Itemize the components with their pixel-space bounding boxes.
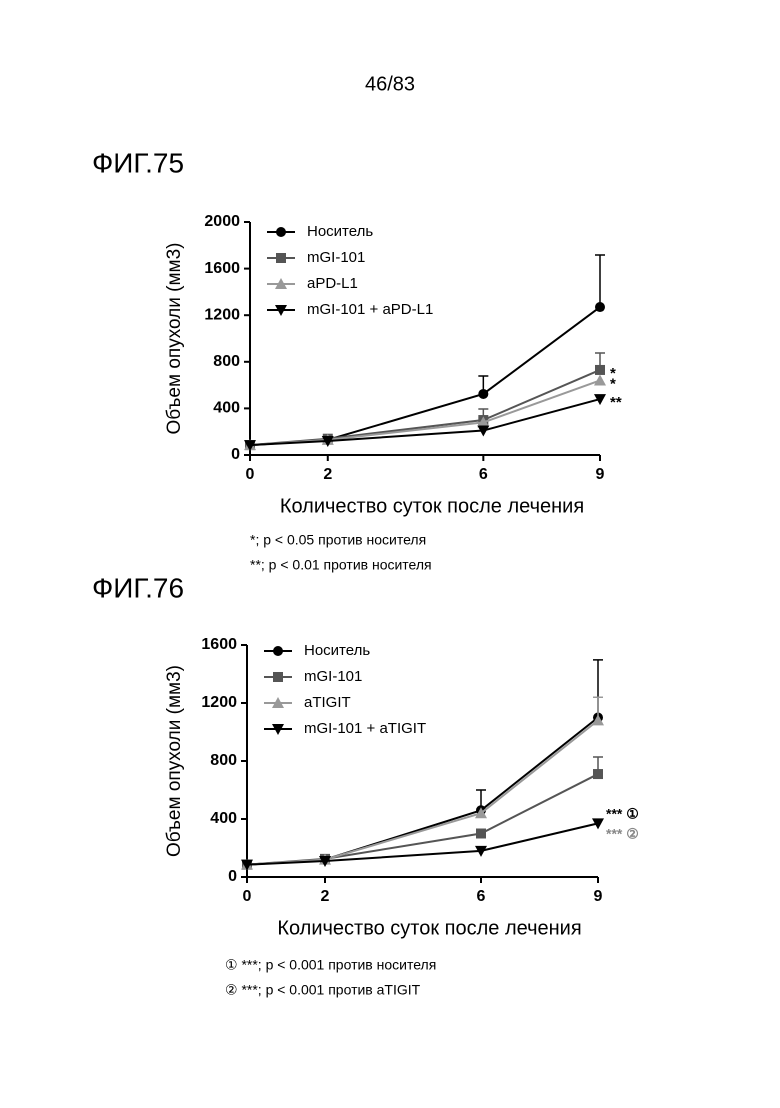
y-tick-label: 400 <box>213 400 240 417</box>
point <box>476 829 486 839</box>
page: 46/83 ФИГ.75 0 400 800 1200 1600 2000 0 2 6 9 Колич… <box>0 0 780 1103</box>
legend-marker <box>273 672 283 682</box>
significance: * <box>610 375 616 392</box>
annotation: *** ② <box>606 826 639 842</box>
y-tick-label: 1200 <box>201 694 237 711</box>
footnote: **; p < 0.01 против носителя <box>250 557 432 573</box>
y-axis-title: Объем опухоли (мм3) <box>164 243 185 435</box>
x-tick-label: 0 <box>246 466 255 483</box>
legend-label: mGI-101 + aTIGIT <box>304 720 426 737</box>
significance: ** <box>610 394 622 411</box>
footnote: *; p < 0.05 против носителя <box>250 532 426 548</box>
x-tick-label: 0 <box>243 888 252 905</box>
footnote: ① ***; p < 0.001 против носителя <box>225 957 436 973</box>
x-axis-title: Количество суток после лечения <box>280 495 584 517</box>
page-number: 46/83 <box>365 73 415 95</box>
legend-label: mGI-101 <box>307 249 365 266</box>
x-tick-label: 9 <box>594 888 603 905</box>
y-tick-label: 800 <box>213 353 240 370</box>
legend-label: aPD-L1 <box>307 275 358 292</box>
x-axis-title: Количество суток после лечения <box>277 917 581 939</box>
figure-label: ФИГ.75 <box>92 147 184 178</box>
y-tick-label: 800 <box>210 752 237 769</box>
y-tick-label: 1200 <box>204 306 240 323</box>
figure-label: ФИГ.76 <box>92 572 184 603</box>
point <box>595 302 605 312</box>
point <box>595 365 605 375</box>
y-tick-label: 1600 <box>201 636 237 653</box>
annotation: *** ① <box>606 806 639 822</box>
point <box>593 769 603 779</box>
legend-marker <box>276 227 286 237</box>
series-line <box>250 399 600 445</box>
legend-marker <box>276 253 286 263</box>
x-tick-label: 6 <box>477 888 486 905</box>
legend-label: Носитель <box>304 642 370 659</box>
y-tick-label: 0 <box>231 446 240 463</box>
error-bar <box>595 255 605 307</box>
y-tick-label: 2000 <box>204 213 240 230</box>
x-tick-label: 6 <box>479 466 488 483</box>
series-line <box>250 307 600 445</box>
y-tick-label: 0 <box>228 868 237 885</box>
legend-label: mGI-101 + aPD-L1 <box>307 301 433 318</box>
y-tick-label: 400 <box>210 810 237 827</box>
legend-label: mGI-101 <box>304 668 362 685</box>
x-tick-label: 2 <box>323 466 332 483</box>
legend-label: aTIGIT <box>304 694 351 711</box>
y-axis-title: Объем опухоли (мм3) <box>164 665 185 857</box>
x-tick-label: 2 <box>321 888 330 905</box>
legend-marker <box>273 646 283 656</box>
x-tick-label: 9 <box>596 466 605 483</box>
legend-label: Носитель <box>307 223 373 240</box>
y-tick-label: 1600 <box>204 260 240 277</box>
point <box>478 389 488 399</box>
point <box>594 374 606 385</box>
footnote: ② ***; p < 0.001 против aTIGIT <box>225 982 421 998</box>
series-line <box>247 774 598 865</box>
